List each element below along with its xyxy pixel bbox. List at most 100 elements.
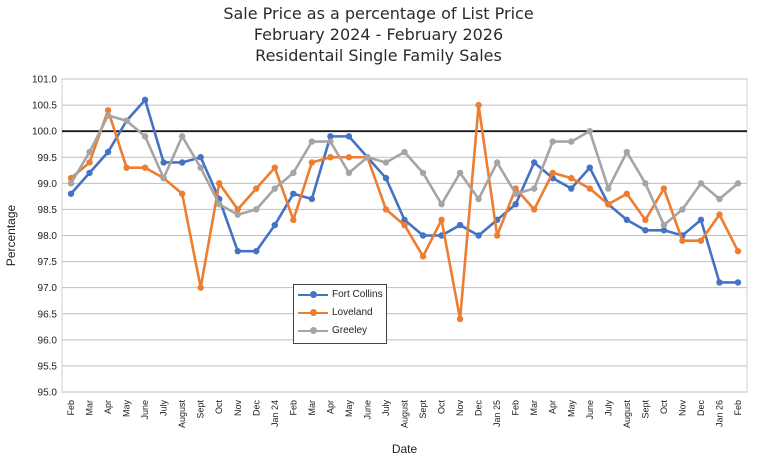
data-point-greeley (327, 138, 334, 145)
x-tick-label: Jan 26 (714, 400, 724, 427)
data-point-loveland (660, 185, 668, 192)
y-tick-label: 98.0 (38, 231, 58, 242)
data-point-loveland (345, 154, 353, 161)
data-point-fort-collins (382, 174, 390, 182)
y-tick-label: 95.5 (38, 361, 58, 372)
data-point-greeley (438, 201, 445, 208)
data-point-greeley (67, 180, 75, 187)
legend-swatch-loveland (298, 309, 328, 317)
x-tick-label: Mar (529, 400, 539, 416)
legend-item-fort-collins: Fort Collins (298, 288, 386, 302)
series-greeley (67, 112, 742, 229)
data-point-fort-collins (660, 227, 668, 234)
data-point-loveland (123, 164, 130, 171)
data-point-greeley (382, 159, 390, 166)
x-tick-label: June (585, 400, 595, 420)
x-tick-label: July (381, 400, 391, 417)
data-point-greeley (697, 180, 705, 187)
x-tick-label: Feb (288, 400, 298, 416)
data-point-loveland (308, 159, 316, 166)
x-tick-label: Oct (659, 400, 669, 415)
data-point-greeley (141, 133, 149, 140)
x-tick-label: Dec (474, 400, 484, 417)
series-loveland (67, 101, 742, 323)
data-point-loveland (642, 216, 649, 224)
data-point-greeley (716, 195, 723, 203)
data-point-loveland (456, 315, 464, 323)
data-point-greeley (549, 138, 556, 145)
data-point-loveland (419, 253, 427, 260)
data-point-fort-collins (623, 216, 631, 224)
x-tick-label: Jan 24 (270, 400, 280, 427)
y-tick-label: 96.0 (38, 335, 58, 346)
data-point-loveland (178, 190, 186, 197)
x-tick-label: May (344, 400, 354, 418)
x-tick-label: Nov (233, 400, 243, 417)
x-tick-label: August (622, 400, 632, 429)
data-point-fort-collins (234, 247, 241, 255)
data-point-loveland (493, 232, 501, 239)
data-point-loveland (475, 101, 482, 109)
y-tick-label: 101.0 (32, 75, 57, 86)
data-point-fort-collins (197, 154, 204, 161)
x-tick-label: August (177, 400, 187, 429)
legend-label: Greeley (332, 325, 368, 336)
data-point-fort-collins (308, 195, 316, 203)
x-tick-label: August (400, 400, 410, 429)
data-point-loveland (679, 237, 686, 244)
series-line-loveland (69, 103, 740, 321)
data-point-fort-collins (716, 279, 723, 286)
data-point-greeley (160, 174, 167, 182)
data-point-greeley (568, 138, 575, 145)
y-tick-label: 100.0 (32, 127, 57, 138)
data-point-greeley (290, 169, 297, 177)
data-point-greeley (271, 185, 279, 192)
data-point-loveland (605, 201, 612, 208)
series-fort-collins (67, 96, 742, 286)
data-point-loveland (253, 185, 260, 192)
data-point-greeley (419, 169, 427, 177)
data-point-fort-collins (104, 148, 112, 156)
y-tick-label: 98.5 (38, 205, 58, 216)
data-point-fort-collins (512, 201, 519, 208)
data-point-fort-collins (456, 221, 464, 229)
data-point-fort-collins (67, 190, 75, 197)
data-point-loveland (327, 154, 334, 161)
x-tick-label: May (122, 400, 132, 418)
data-point-loveland (382, 206, 390, 213)
data-point-greeley (586, 127, 593, 135)
data-point-greeley (308, 138, 316, 145)
x-tick-label: Oct (214, 400, 224, 415)
data-point-loveland (290, 216, 297, 224)
x-tick-label: Feb (733, 400, 743, 416)
x-tick-label: Feb (511, 400, 521, 416)
legend-item-greeley: Greeley (298, 324, 386, 338)
x-tick-label: Dec (251, 400, 261, 417)
legend-item-loveland: Loveland (298, 306, 386, 320)
data-point-loveland (549, 169, 556, 177)
x-tick-label: Dec (696, 400, 706, 417)
data-point-loveland (234, 206, 241, 213)
data-point-fort-collins (586, 164, 593, 171)
y-tick-label: 97.0 (38, 283, 58, 294)
data-point-greeley (734, 180, 742, 187)
x-tick-label: Sept (418, 400, 428, 419)
x-tick-label: Sept (196, 400, 206, 419)
data-point-greeley (623, 148, 631, 156)
data-point-fort-collins (345, 133, 353, 140)
data-point-loveland (197, 284, 204, 291)
data-point-greeley (456, 169, 464, 177)
y-tick-label: 99.5 (38, 153, 58, 164)
data-point-fort-collins (160, 159, 167, 166)
x-tick-label: July (159, 400, 169, 417)
data-point-loveland (216, 180, 223, 187)
series-line-fort-collins (69, 98, 740, 284)
x-tick-label: Feb (66, 400, 76, 416)
data-point-greeley (401, 148, 408, 156)
data-point-loveland (438, 216, 445, 224)
data-point-loveland (734, 247, 742, 255)
x-tick-label: Mar (307, 400, 317, 416)
data-point-fort-collins (475, 232, 482, 239)
